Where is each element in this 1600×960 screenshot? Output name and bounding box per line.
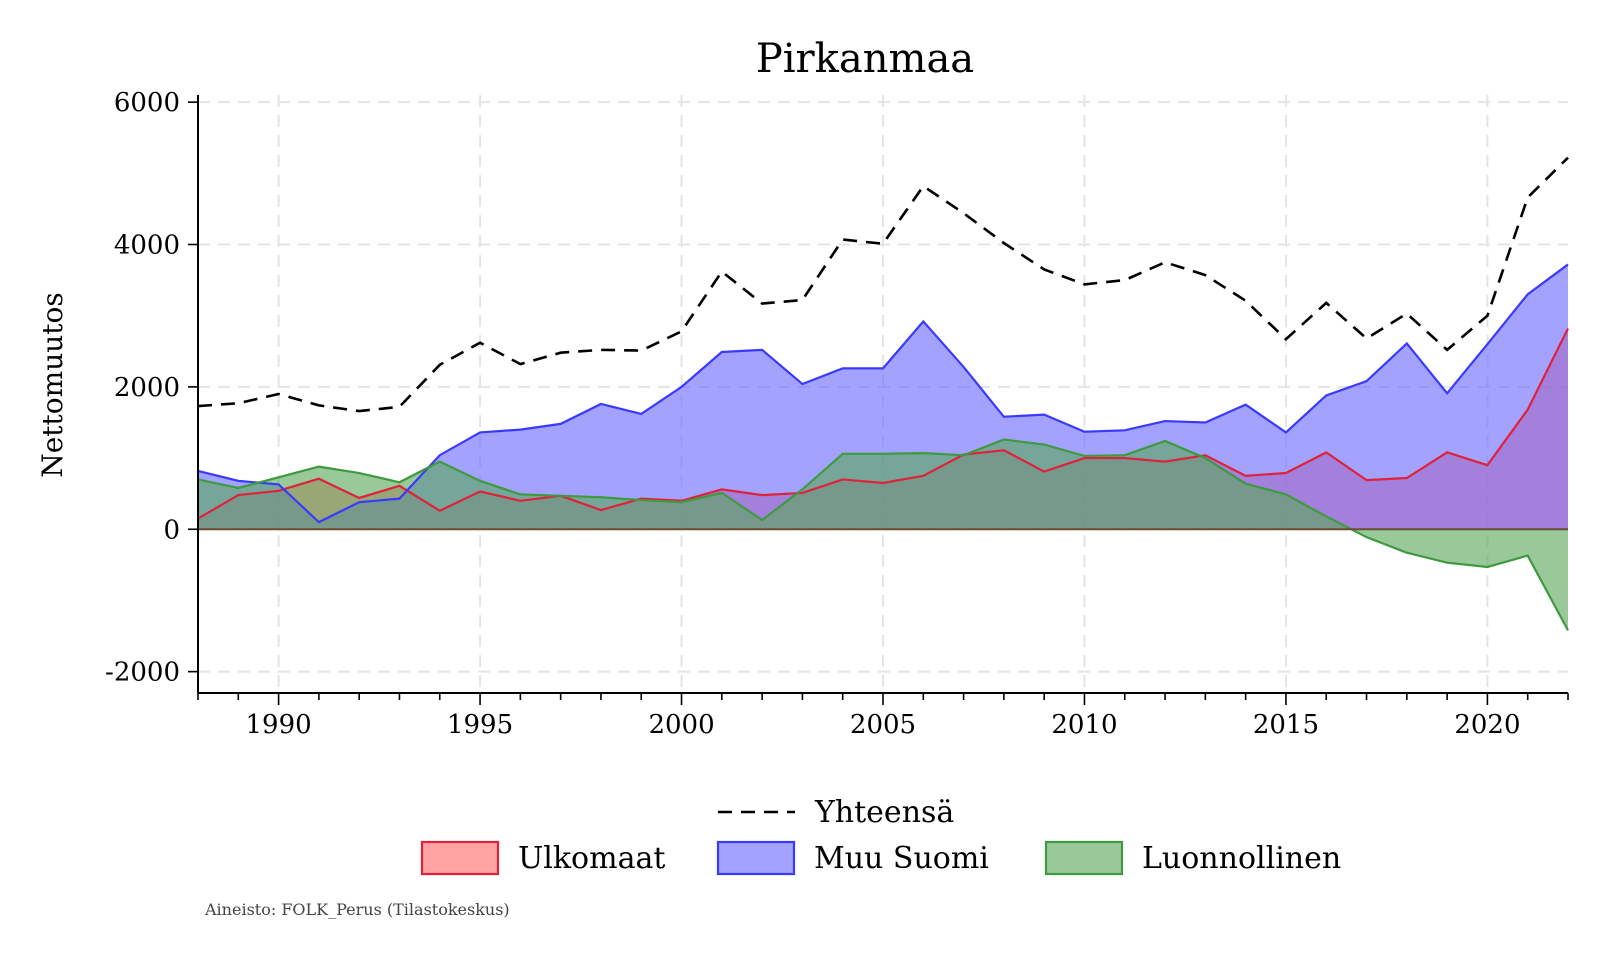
line-yhteensa <box>197 156 1569 413</box>
legend-swatch <box>1044 840 1124 876</box>
legend-item-muu-suomi: Muu Suomi <box>716 840 989 876</box>
source-note: Aineisto: FOLK_Perus (Tilastokeskus) <box>204 900 510 919</box>
y-tick-label: 6000 <box>114 88 180 118</box>
y-tick-label: 2000 <box>114 373 180 403</box>
y-tick-label: 4000 <box>114 231 180 261</box>
line-ulkomaat <box>197 328 1569 520</box>
x-tick-label: 1990 <box>246 710 312 740</box>
chart-title: Pirkanmaa <box>756 36 974 82</box>
legend-label: Ulkomaat <box>518 841 665 876</box>
y-axis-label: Nettomuutos <box>36 292 69 478</box>
y-tick-label: 0 <box>163 515 180 545</box>
x-tick-label: 2010 <box>1051 710 1117 740</box>
y-axis-ticks: 6000 4000 2000 0 -2000 <box>105 88 198 688</box>
legend-item-ulkomaat: Ulkomaat <box>420 840 665 876</box>
line-luonnollinen <box>197 438 1569 631</box>
legend-label: Muu Suomi <box>814 841 989 876</box>
legend: Yhteensä Ulkomaat Muu Suomi Luonnollinen <box>420 795 1341 876</box>
x-tick-label: 2020 <box>1454 710 1520 740</box>
plot-lines <box>197 156 1569 631</box>
x-tick-label: 2000 <box>648 710 714 740</box>
x-axis-ticks: 1990 1995 2000 2005 2010 2015 2020 <box>197 693 1569 740</box>
y-tick-label: -2000 <box>105 658 180 688</box>
legend-swatch <box>716 840 796 876</box>
legend-item-luonnollinen: Luonnollinen <box>1044 840 1341 876</box>
legend-label: Yhteensä <box>814 795 954 830</box>
x-tick-label: 2015 <box>1253 710 1319 740</box>
area-luonnollinen <box>198 439 1568 631</box>
x-tick-label: 1995 <box>447 710 513 740</box>
plot-areas <box>198 264 1568 631</box>
area-muu-suomi <box>198 264 1568 530</box>
legend-item-yhteensa: Yhteensä <box>718 795 954 830</box>
legend-label: Luonnollinen <box>1142 841 1341 876</box>
legend-swatch <box>420 840 500 876</box>
x-tick-label: 2005 <box>850 710 916 740</box>
